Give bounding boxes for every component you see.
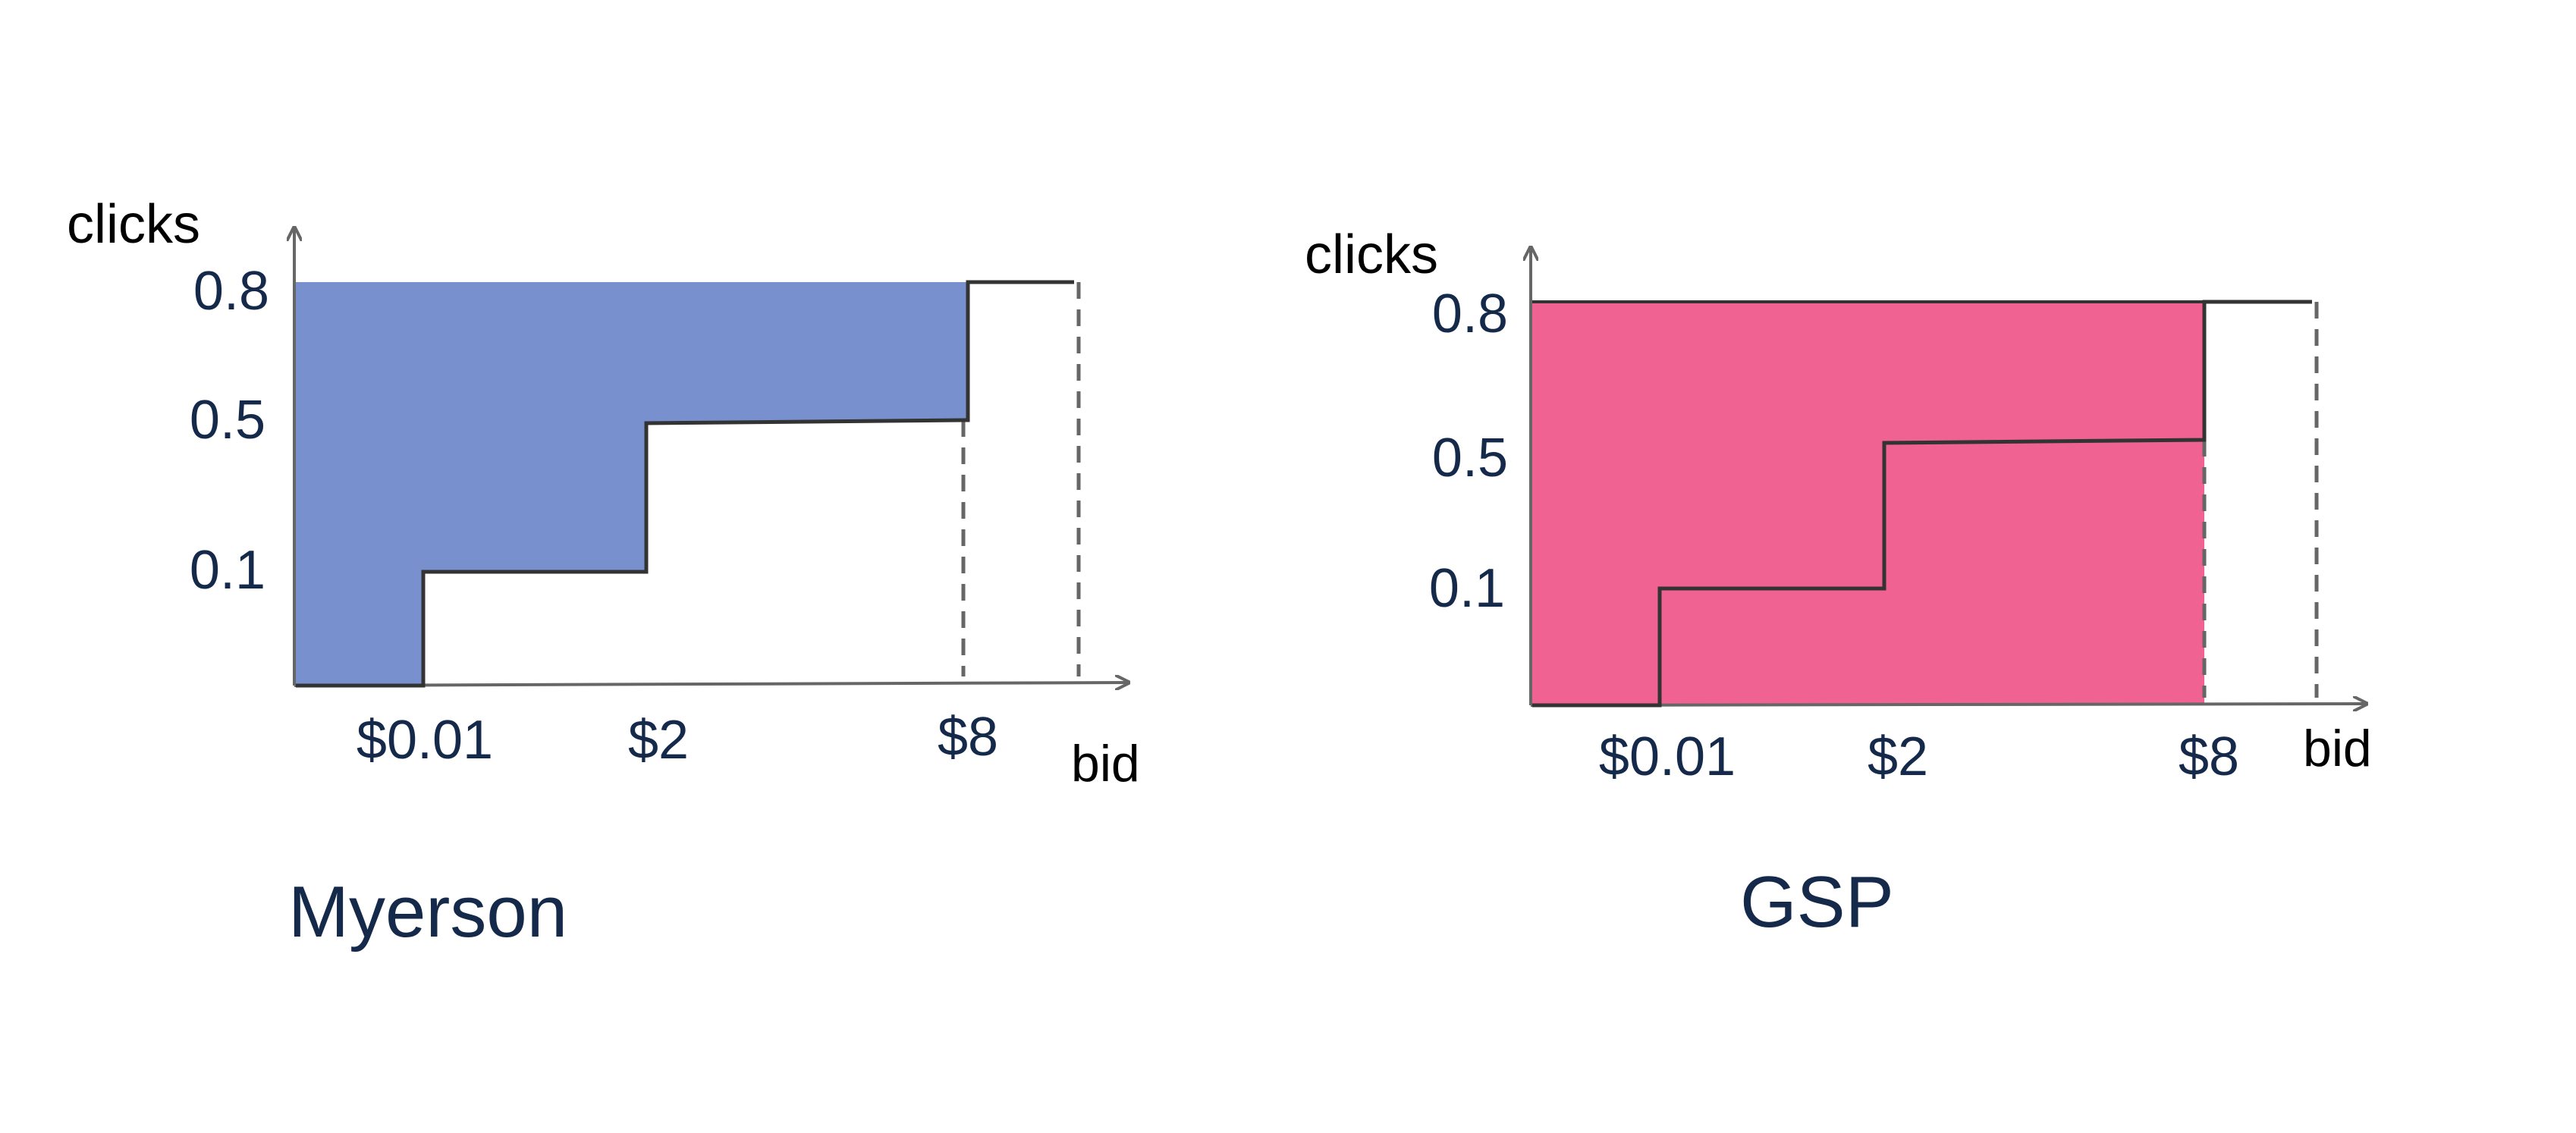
gsp-y-tick-0.8: 0.8 bbox=[1432, 284, 1508, 344]
myerson-x-tick-0.01: $0.01 bbox=[357, 710, 493, 771]
gsp-y-tick-0.5: 0.5 bbox=[1432, 428, 1508, 488]
gsp-x-tick-8: $8 bbox=[2179, 727, 2239, 787]
gsp-x-tick-0.01: $0.01 bbox=[1599, 727, 1736, 787]
myerson-x-axis-label: bid bbox=[1071, 735, 1140, 792]
myerson-x-axis bbox=[294, 683, 1129, 686]
myerson-allocation-curve bbox=[296, 280, 1074, 688]
gsp-allocation-curve bbox=[1532, 300, 2312, 708]
myerson-panel: 0.8 0.5 0.1 $0.01 $2 $8 clicks bid Myers… bbox=[67, 194, 1140, 953]
gsp-x-axis bbox=[1530, 704, 2367, 705]
myerson-y-tick-0.8: 0.8 bbox=[193, 261, 269, 322]
myerson-y-tick-0.5: 0.5 bbox=[190, 390, 265, 450]
gsp-panel: 0.8 0.5 0.1 $0.01 $2 $8 clicks bid GSP bbox=[1305, 224, 2372, 943]
myerson-title: Myerson bbox=[288, 871, 567, 953]
myerson-y-tick-0.1: 0.1 bbox=[190, 540, 265, 601]
myerson-y-axis-label: clicks bbox=[67, 194, 200, 255]
myerson-x-tick-2: $2 bbox=[628, 710, 689, 771]
gsp-y-axis-label: clicks bbox=[1305, 224, 1438, 285]
myerson-shaded-region bbox=[294, 282, 968, 686]
gsp-title: GSP bbox=[1740, 862, 1894, 943]
gsp-x-axis-label: bid bbox=[2303, 720, 2372, 777]
gsp-shaded-region bbox=[1531, 302, 2204, 705]
gsp-x-tick-2: $2 bbox=[1868, 727, 1928, 787]
myerson-x-tick-8: $8 bbox=[938, 707, 998, 767]
gsp-y-tick-0.1: 0.1 bbox=[1429, 558, 1505, 619]
